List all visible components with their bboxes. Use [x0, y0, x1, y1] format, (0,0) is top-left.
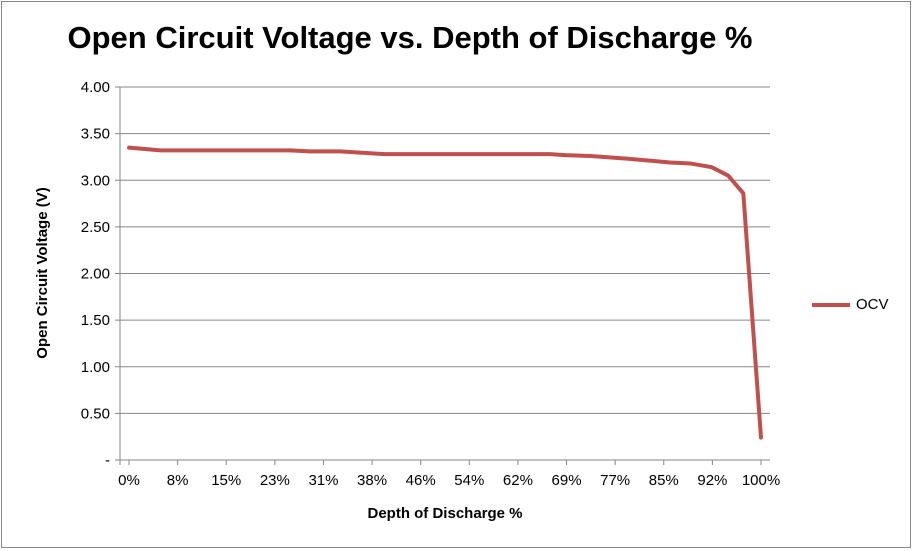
legend-label: OCV — [856, 296, 889, 313]
y-tick-label: 0.50 — [81, 405, 110, 422]
x-tick-label: 100% — [742, 472, 780, 489]
x-tick-label: 8% — [167, 472, 189, 489]
x-tick-label: 38% — [357, 472, 387, 489]
legend: OCV — [812, 296, 889, 313]
y-tick-label: 1.50 — [81, 312, 110, 329]
y-tick-label: 3.50 — [81, 126, 110, 143]
chart-title: Open Circuit Voltage vs. Depth of Discha… — [67, 20, 753, 55]
x-tick-label: 92% — [697, 472, 727, 489]
x-tick-label: 69% — [552, 472, 582, 489]
x-tick-label: 62% — [503, 472, 533, 489]
y-tick-label: 3.00 — [81, 172, 110, 189]
x-tick-label: 54% — [454, 472, 484, 489]
x-tick-label: 77% — [600, 472, 630, 489]
legend-swatch — [812, 302, 850, 307]
x-tick-label: 15% — [211, 472, 241, 489]
y-axis-label: Open Circuit Voltage (V) — [34, 187, 51, 358]
x-tick-label: 85% — [649, 472, 679, 489]
y-tick-label: 2.50 — [81, 219, 110, 236]
x-tick-label: 31% — [308, 472, 338, 489]
y-tick-label: 2.00 — [81, 266, 110, 283]
y-tick-label: 4.00 — [81, 79, 110, 96]
x-tick-label: 46% — [406, 472, 436, 489]
series-line-ocv — [127, 145, 763, 440]
x-tick-label: 23% — [260, 472, 290, 489]
x-axis-label: Depth of Discharge % — [367, 505, 522, 522]
y-tick-label: - — [105, 452, 110, 469]
x-tick-label: 0% — [118, 472, 140, 489]
y-tick-label: 1.00 — [81, 359, 110, 376]
